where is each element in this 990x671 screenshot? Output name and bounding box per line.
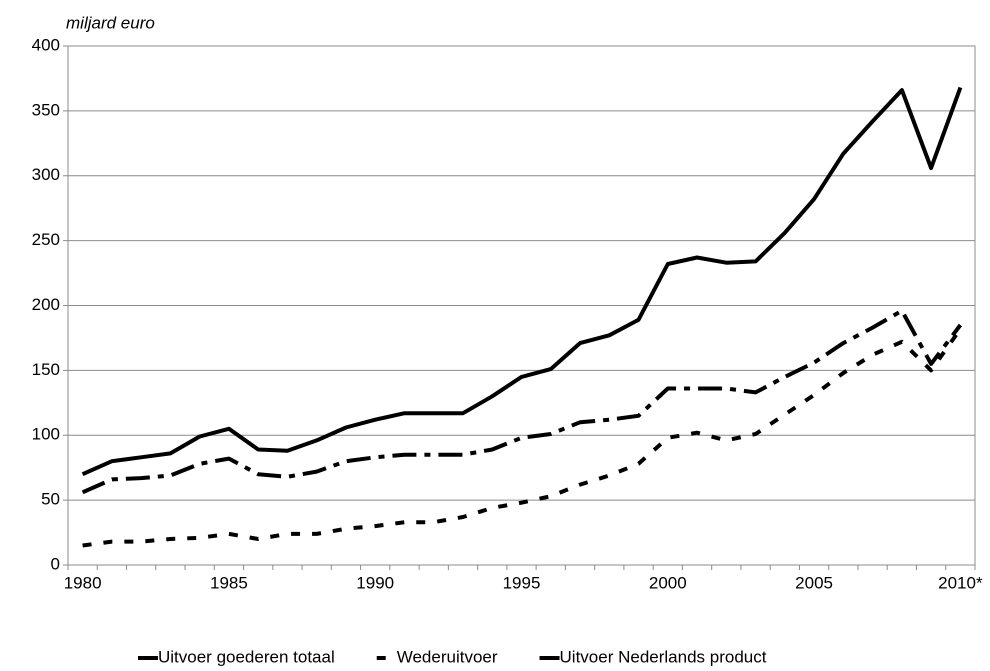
x-tick-label: 1980 — [64, 573, 102, 592]
x-tick-label: 1995 — [503, 573, 541, 592]
x-tick-label: 2010* — [938, 573, 983, 592]
series-line — [81, 308, 962, 495]
x-tick-label: 2000 — [649, 573, 687, 592]
legend-label: Wederuitvoer — [397, 647, 498, 666]
y-axis-label: miljard euro — [66, 13, 155, 32]
series-line — [82, 327, 963, 548]
legend-label: Uitvoer Nederlands product — [560, 647, 767, 666]
series-line — [81, 86, 963, 477]
y-tick-label: 0 — [51, 554, 60, 573]
y-tick-label: 100 — [32, 425, 60, 444]
y-tick-label: 350 — [32, 100, 60, 119]
y-tick-label: 400 — [32, 35, 60, 54]
y-tick-label: 50 — [41, 490, 60, 509]
legend-label: Uitvoer goederen totaal — [158, 647, 335, 666]
x-tick-label: 1990 — [356, 573, 394, 592]
y-tick-label: 150 — [32, 360, 60, 379]
x-tick-label: 1985 — [210, 573, 248, 592]
y-tick-label: 250 — [32, 230, 60, 249]
y-tick-label: 200 — [32, 295, 60, 314]
plot-frame — [67, 45, 976, 566]
y-tick-label: 300 — [32, 165, 60, 184]
x-tick-label: 2005 — [795, 573, 833, 592]
